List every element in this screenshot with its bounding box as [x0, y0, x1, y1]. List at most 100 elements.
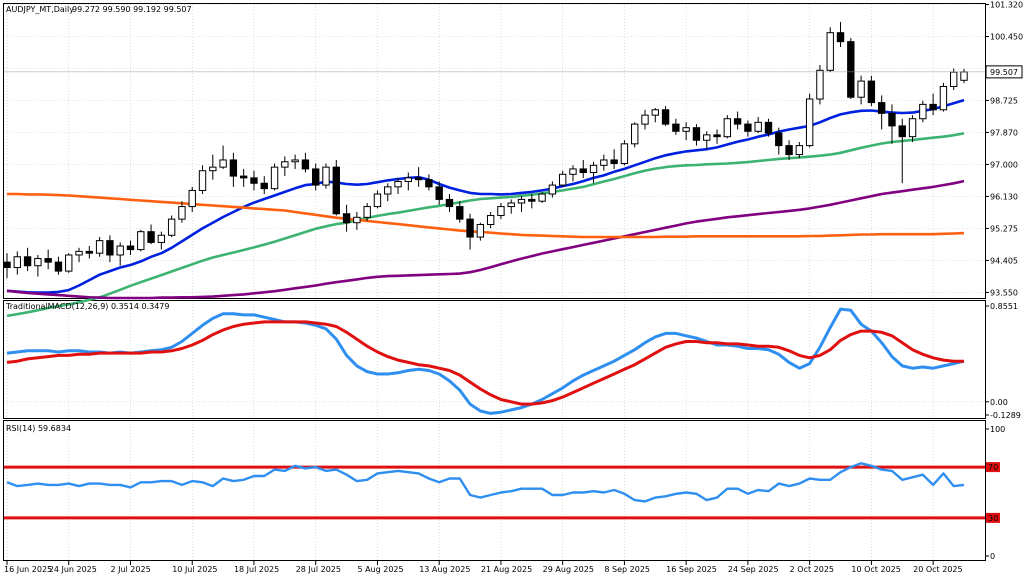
time-label: 24 Sep 2025 [728, 565, 779, 574]
candle-body [517, 198, 526, 204]
candle-body [188, 189, 196, 208]
candle-body [291, 159, 299, 163]
price-panel[interactable] [3, 3, 986, 299]
candle-body [54, 261, 63, 272]
candle-body [147, 231, 155, 243]
candle-body [445, 198, 454, 208]
candle-body [764, 121, 773, 134]
time-label: 8 Sep 2025 [604, 565, 650, 574]
macd-panel[interactable] [3, 300, 986, 419]
time-label: 2 Oct 2025 [790, 565, 834, 574]
rsi-tick-label: 0 [990, 552, 995, 561]
candle-body [898, 125, 906, 138]
candle-body [538, 193, 546, 202]
candle-body [703, 134, 711, 141]
macd-series-line [6, 320, 964, 406]
time-label: 2 Jul 2025 [110, 565, 150, 574]
candle-body [733, 118, 742, 125]
candle-body [466, 218, 474, 238]
rsi-label: RSI(14) 59.6834 [6, 424, 71, 433]
candle-body [384, 186, 392, 195]
candle-body [13, 256, 21, 269]
moving-average-line [6, 179, 965, 300]
candle-body [239, 175, 248, 179]
candle-body [569, 168, 577, 175]
candle-body [3, 261, 11, 269]
price-tick-label: 98.725 [990, 97, 1018, 106]
candle-body [281, 161, 289, 168]
candle-body [723, 118, 732, 138]
candle-body [672, 123, 680, 132]
candle-body [558, 173, 567, 186]
candle-body [507, 202, 515, 208]
candle-body [939, 85, 948, 111]
candle-body [682, 127, 690, 132]
candle-body [713, 134, 721, 138]
rsi-level-marker [986, 462, 1000, 473]
candle-body [589, 164, 598, 174]
moving-average-line [7, 192, 965, 239]
candle-body [322, 166, 330, 186]
candle-body [106, 240, 114, 256]
candle-body [75, 250, 83, 256]
candle-body [137, 231, 145, 251]
candle-body [775, 132, 783, 147]
candle-body [847, 41, 855, 98]
candle-body [960, 71, 968, 81]
candle-body [425, 179, 433, 188]
candle-body [528, 198, 536, 202]
candle-body [785, 145, 793, 156]
macd-tick-label: -0.1289 [990, 411, 1021, 420]
candle-body [486, 215, 495, 226]
time-label: 16 Sep 2025 [666, 565, 717, 574]
time-label: 10 Jul 2025 [172, 565, 217, 574]
candle-body [414, 177, 423, 181]
rsi-tick-label: 100 [990, 425, 1005, 434]
time-label: 5 Aug 2025 [357, 565, 403, 574]
time-label: 29 Aug 2025 [543, 565, 594, 574]
rsi-level-marker [986, 512, 1000, 523]
candle-body [126, 245, 135, 251]
candle-body [548, 184, 557, 195]
candle-body [394, 180, 402, 188]
rsi-series-line [6, 462, 965, 503]
candle-body [826, 32, 834, 71]
candle-body [631, 123, 639, 145]
candle-body [198, 170, 207, 191]
time-label: 18 Jul 2025 [234, 565, 279, 574]
last-price-box [985, 65, 1023, 79]
time-label: 21 Aug 2025 [481, 565, 532, 574]
candle-body [34, 258, 42, 267]
rsi-panel[interactable] [3, 420, 986, 561]
price-tick-label: 97.000 [990, 161, 1018, 170]
symbol-label: AUDJPY_MT,Daily [6, 5, 74, 14]
candle-body [867, 80, 876, 104]
ohlc-label: 99.272 99.590 99.192 99.507 [72, 5, 192, 14]
candle-body [836, 32, 845, 43]
price-tick-label: 93.550 [990, 289, 1018, 298]
candle-body [661, 109, 670, 125]
candle-body [579, 168, 587, 174]
candle-body [95, 240, 104, 254]
candle-body [816, 69, 824, 100]
candle-body [908, 118, 917, 138]
moving-average-line [6, 132, 965, 318]
price-tick-label: 95.275 [990, 225, 1018, 234]
candle-body [178, 206, 186, 220]
candle-body [497, 206, 505, 217]
price-tick-label: 97.870 [990, 129, 1018, 138]
time-label: 13 Aug 2025 [419, 565, 470, 574]
candle-body [888, 112, 896, 127]
candle-body [610, 159, 618, 165]
candle-body [250, 177, 258, 184]
candle-body [805, 98, 814, 147]
price-tick-label: 96.130 [990, 193, 1018, 202]
rsi-level-label: 70 [988, 463, 998, 472]
macd-series-line [6, 307, 965, 415]
candle-body [260, 182, 268, 190]
candle-body [456, 206, 464, 220]
candle-body [116, 245, 124, 256]
candle-body [44, 258, 52, 263]
candle-body [373, 193, 382, 208]
